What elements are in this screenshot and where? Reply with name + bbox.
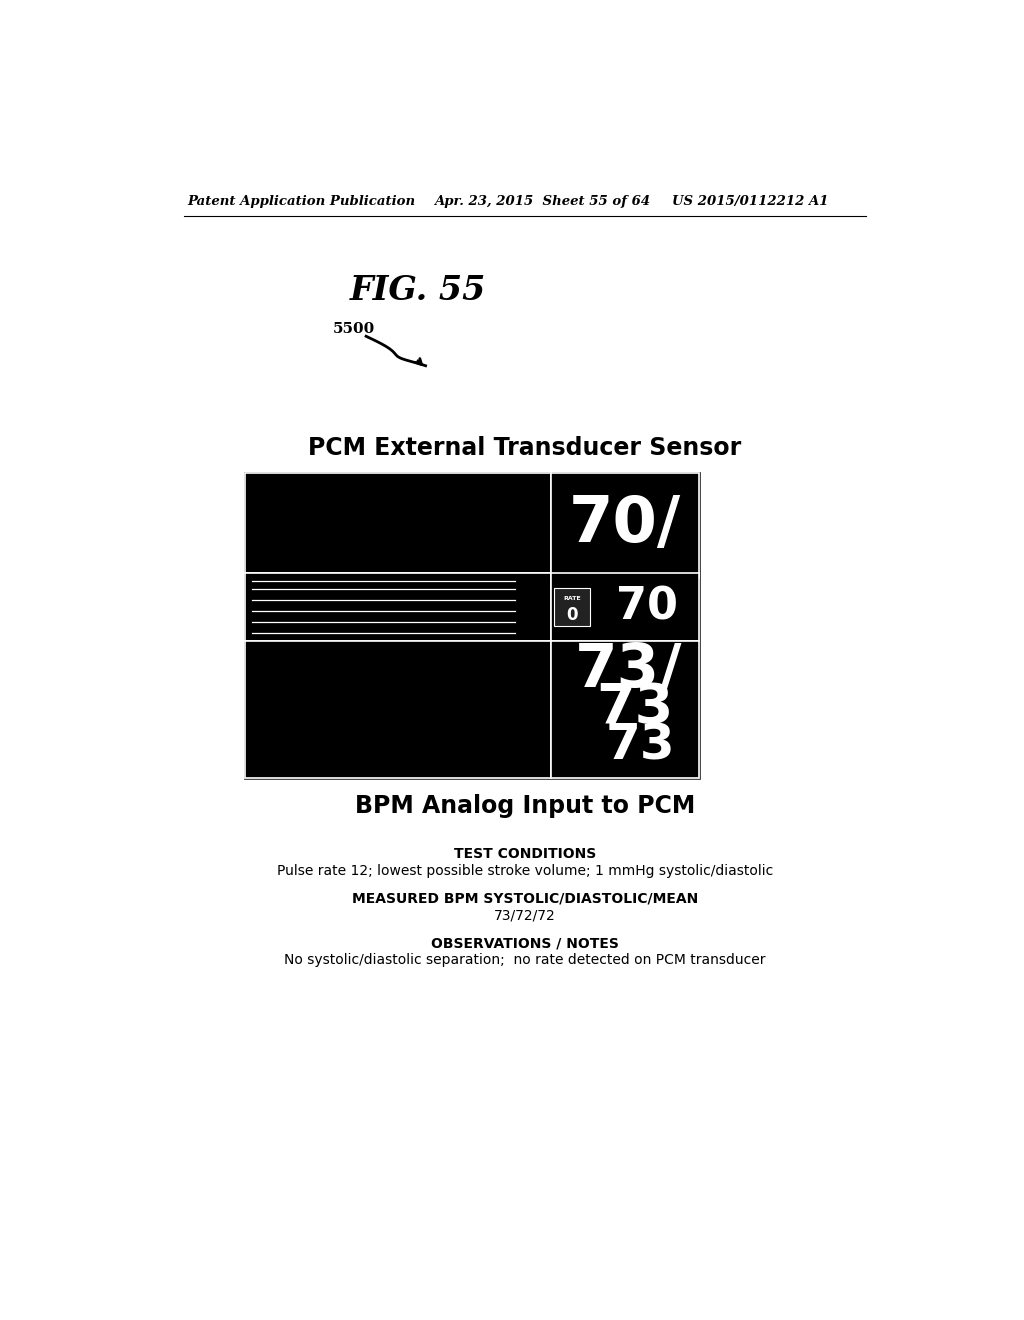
Text: Pulse rate 12; lowest possible stroke volume; 1 mmHg systolic/diastolic: Pulse rate 12; lowest possible stroke vo… bbox=[276, 863, 773, 878]
Bar bbox=[551, 642, 699, 779]
Text: 70/: 70/ bbox=[569, 492, 681, 554]
Bar bbox=[551, 573, 699, 642]
Text: RATE: RATE bbox=[563, 597, 581, 602]
Text: Patent Application Publication: Patent Application Publication bbox=[187, 194, 416, 207]
Bar bbox=[246, 573, 551, 642]
Text: 73: 73 bbox=[606, 722, 676, 770]
Text: Apr. 23, 2015  Sheet 55 of 64: Apr. 23, 2015 Sheet 55 of 64 bbox=[433, 194, 649, 207]
Text: TEST CONDITIONS: TEST CONDITIONS bbox=[454, 846, 596, 861]
Text: No systolic/diastolic separation;  no rate detected on PCM transducer: No systolic/diastolic separation; no rat… bbox=[284, 953, 766, 968]
Text: PCM External Transducer Sensor: PCM External Transducer Sensor bbox=[308, 436, 741, 461]
Text: BPM Analog Input to PCM: BPM Analog Input to PCM bbox=[354, 793, 695, 818]
Bar bbox=[551, 474, 699, 578]
Text: 0: 0 bbox=[566, 606, 578, 624]
Bar bbox=[246, 642, 551, 779]
Text: US 2015/0112212 A1: US 2015/0112212 A1 bbox=[672, 194, 828, 207]
Bar bbox=[246, 474, 699, 779]
Text: 73/: 73/ bbox=[574, 640, 682, 700]
Text: 5500: 5500 bbox=[333, 322, 375, 337]
Text: OBSERVATIONS / NOTES: OBSERVATIONS / NOTES bbox=[431, 936, 618, 950]
Text: 73: 73 bbox=[596, 681, 673, 735]
Text: 70: 70 bbox=[616, 586, 678, 628]
Bar bbox=[554, 589, 590, 626]
Text: MEASURED BPM SYSTOLIC/DIASTOLIC/MEAN: MEASURED BPM SYSTOLIC/DIASTOLIC/MEAN bbox=[351, 891, 698, 906]
Bar bbox=[246, 474, 551, 573]
Text: 73/72/72: 73/72/72 bbox=[494, 908, 556, 923]
Text: FIG. 55: FIG. 55 bbox=[349, 275, 485, 308]
